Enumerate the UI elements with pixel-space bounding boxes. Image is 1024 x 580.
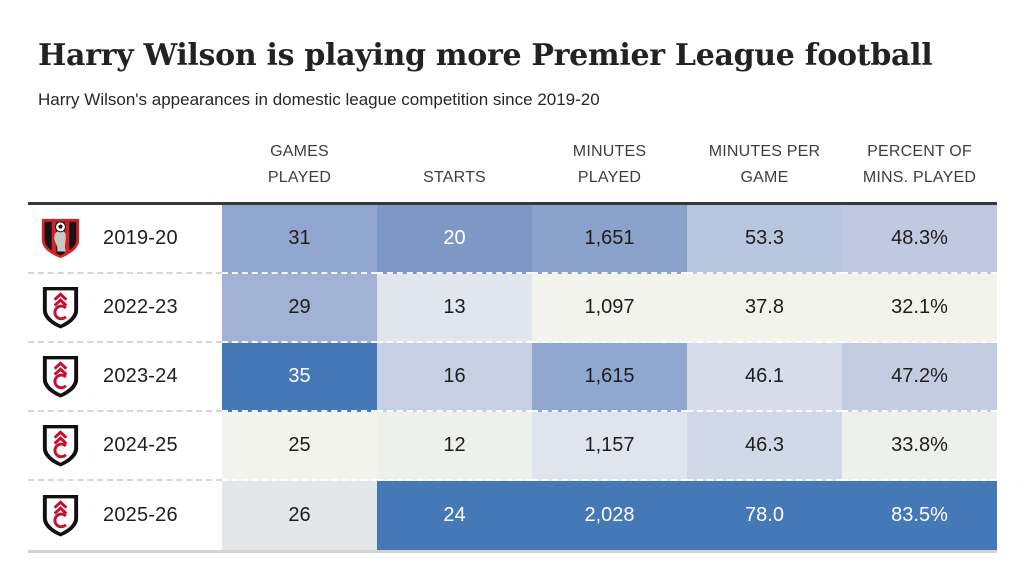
table-cell: 1,615	[532, 343, 687, 412]
table-cell: 83.5%	[842, 481, 997, 550]
table-cell: 16	[377, 343, 532, 412]
table-cell: 1,097	[532, 274, 687, 343]
table-cell: 24	[377, 481, 532, 550]
page-title: Harry Wilson is playing more Premier Lea…	[38, 38, 933, 73]
table-body: 2019-20 31 20 1,651 53.3 48.3%	[28, 202, 997, 553]
column-header-starts: STARTS	[423, 169, 486, 186]
row-label: 2025-26	[28, 481, 222, 550]
column-header-games-played: GAMES PLAYED	[267, 143, 332, 186]
table-cell: 1,651	[532, 205, 687, 274]
table-cell: 32.1%	[842, 274, 997, 343]
appearances-table: GAMES PLAYED STARTS MINUTES PLAYED MINUT…	[28, 134, 997, 553]
table-cell: 35	[222, 343, 377, 412]
table-header-row: GAMES PLAYED STARTS MINUTES PLAYED MINUT…	[28, 134, 997, 202]
fulham-crest-icon	[28, 285, 92, 330]
table-cell: 2,028	[532, 481, 687, 550]
season-label: 2019-20	[103, 227, 178, 249]
table-cell: 13	[377, 274, 532, 343]
table-cell: 37.8	[687, 274, 842, 343]
fulham-crest-icon	[28, 423, 92, 468]
bournemouth-crest-icon	[28, 216, 92, 261]
table-cell: 33.8%	[842, 412, 997, 481]
table-cell: 53.3	[687, 205, 842, 274]
table-cell: 25	[222, 412, 377, 481]
table-row: 2019-20 31 20 1,651 53.3 48.3%	[28, 205, 997, 274]
table-row: 2023-24 35 16 1,615 46.1 47.2%	[28, 343, 997, 412]
season-label: 2025-26	[103, 504, 178, 526]
fulham-crest-icon	[28, 493, 92, 538]
table-cell: 31	[222, 205, 377, 274]
row-label: 2023-24	[28, 343, 222, 412]
table-cell: 46.3	[687, 412, 842, 481]
column-header-percent-mins-played: PERCENT OF MINS. PLAYED	[862, 143, 977, 186]
column-header-season-spacer	[28, 134, 222, 202]
table-cell: 46.1	[687, 343, 842, 412]
column-header-minutes-per-game: MINUTES PER GAME	[708, 143, 821, 186]
row-label: 2022-23	[28, 274, 222, 343]
table-cell: 26	[222, 481, 377, 550]
row-label: 2019-20	[28, 205, 222, 274]
table-cell: 1,157	[532, 412, 687, 481]
table-cell: 12	[377, 412, 532, 481]
table-row: 2022-23 29 13 1,097 37.8 32.1%	[28, 274, 997, 343]
season-label: 2023-24	[103, 365, 178, 387]
table-cell: 78.0	[687, 481, 842, 550]
page-subtitle: Harry Wilson's appearances in domestic l…	[38, 90, 600, 109]
table-row: 2024-25 25 12 1,157 46.3 33.8%	[28, 412, 997, 481]
table-cell: 48.3%	[842, 205, 997, 274]
season-label: 2024-25	[103, 434, 178, 456]
season-label: 2022-23	[103, 296, 178, 318]
row-label: 2024-25	[28, 412, 222, 481]
table-cell: 29	[222, 274, 377, 343]
fulham-crest-icon	[28, 354, 92, 399]
table-row: 2025-26 26 24 2,028 78.0 83.5%	[28, 481, 997, 550]
table-cell: 47.2%	[842, 343, 997, 412]
table-cell: 20	[377, 205, 532, 274]
column-header-minutes-played: MINUTES PLAYED	[572, 143, 647, 186]
